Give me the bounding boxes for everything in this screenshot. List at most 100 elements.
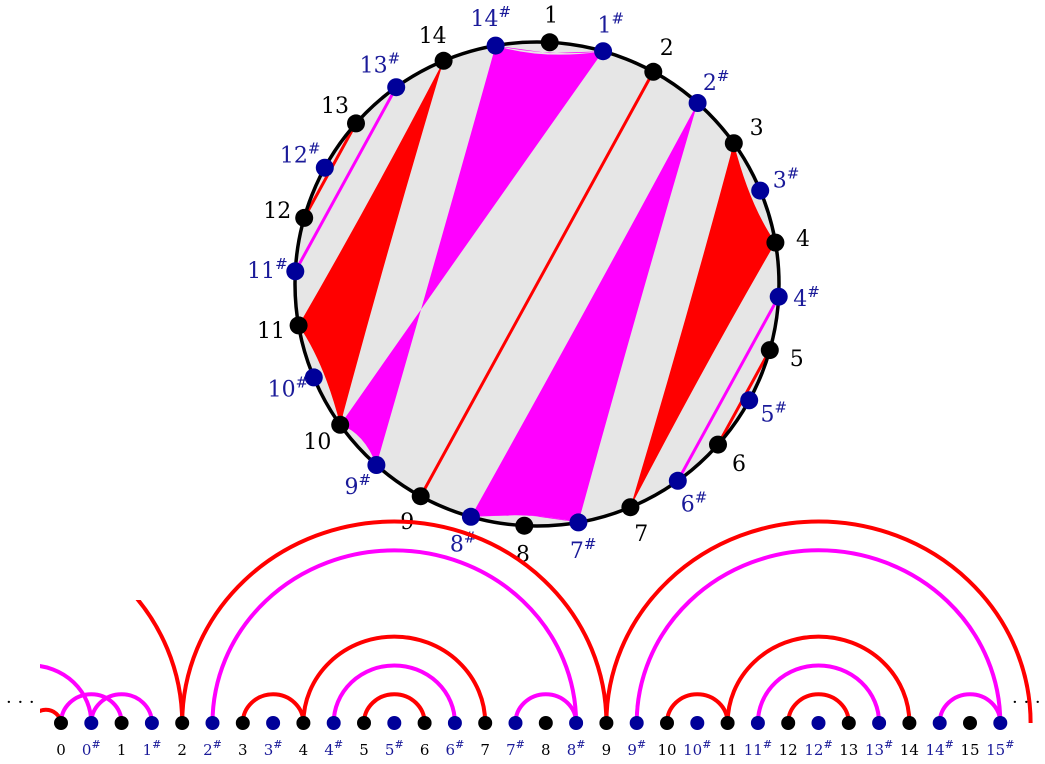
red-curve-1	[730, 142, 776, 244]
line-label-sup: #	[1005, 738, 1014, 751]
line-label-sup: #	[823, 738, 832, 751]
circle-label-sup: #	[612, 9, 625, 27]
circle-label-sup: #	[717, 67, 730, 85]
line-label-8: 4	[299, 741, 309, 759]
circle-label-3: 3	[750, 116, 764, 141]
circle-label-7: 7	[634, 522, 648, 547]
line-arc-9	[604, 519, 1033, 724]
circle-label-6: 6	[732, 452, 746, 477]
line-label-30: 15	[960, 741, 979, 759]
line-label-2: 1	[117, 741, 127, 759]
circle-node-5	[760, 341, 779, 360]
circle-node-8	[515, 516, 534, 535]
line-node-12	[417, 716, 432, 730]
circle-label-sup: #	[388, 49, 401, 67]
circle-node-8s	[461, 507, 480, 526]
line-node-6	[235, 716, 250, 730]
line-node-15	[508, 716, 523, 730]
circle-label-sup: #	[359, 471, 372, 489]
red-chord-0	[419, 71, 655, 497]
circle-node-11s	[286, 262, 305, 281]
circle-label-13s: 13#	[360, 49, 401, 78]
line-label-26: 13	[839, 741, 858, 759]
line-label-5: 2#	[203, 738, 222, 759]
line-label-14: 7	[480, 741, 490, 759]
circle-label-4s: 4#	[793, 283, 820, 312]
line-arcs	[40, 519, 1033, 724]
line-arc-7	[362, 692, 427, 724]
line-label-13: 6#	[446, 738, 465, 759]
line-label-sup: #	[702, 738, 711, 751]
circle-label-sup: #	[499, 3, 512, 21]
line-node-31	[993, 716, 1008, 730]
line-label-12: 6	[420, 741, 430, 759]
line-label-sup: #	[884, 738, 893, 751]
circle-diagram: 1 1#22#33#44#55#66#77#88#99#1010#1111#121…	[247, 3, 820, 568]
circle-nodes	[286, 33, 788, 535]
circle-outline	[293, 40, 781, 528]
line-arc-5	[301, 634, 488, 724]
circle-node-10	[331, 415, 350, 434]
line-label-15: 7#	[506, 738, 525, 759]
circle-node-12s	[315, 158, 334, 177]
line-label-29: 14#	[926, 738, 954, 759]
circle-node-3	[724, 134, 743, 153]
circle-node-3s	[751, 181, 770, 200]
line-node-16	[538, 716, 553, 730]
circle-node-4	[766, 233, 785, 252]
line-diagram: 0 0# 1 1# 2 2# 3 3# 4 4# 5 5# 6 6# 7 7# 8 8# 9 9# 10 10# 11 11#…	[6, 519, 1041, 759]
line-node-23	[750, 716, 765, 730]
red-region-0	[298, 60, 444, 425]
circle-node-6s	[668, 471, 687, 490]
red-curve-0	[298, 324, 344, 426]
circle-node-10s	[304, 368, 323, 387]
line-arc-10	[634, 548, 1003, 724]
line-label-3: 1#	[143, 738, 162, 759]
line-node-7	[266, 716, 281, 730]
circle-node-5s	[740, 391, 759, 410]
line-arc-2	[180, 519, 609, 724]
circle-labels: 1 1#22#33#44#55#66#77#88#99#1010#1111#121…	[247, 3, 820, 568]
circle-label-sup: #	[308, 139, 321, 157]
circle-node-2s	[688, 94, 707, 112]
line-node-26	[841, 716, 856, 730]
line-node-4	[175, 716, 190, 730]
line-arc-1	[89, 692, 154, 724]
circle-label-5: 5	[790, 347, 804, 372]
line-label-18: 9	[602, 741, 612, 759]
line-label-24: 12	[779, 741, 798, 759]
circle-label-sup: #	[807, 283, 820, 301]
line-node-8	[296, 716, 311, 730]
line-label-sup: #	[637, 738, 646, 751]
line-label-28: 14	[900, 741, 919, 759]
line-label-sup: #	[576, 738, 585, 751]
line-label-17: 8#	[567, 738, 586, 759]
line-node-19	[629, 716, 644, 730]
circle-label-10s: 10#	[268, 373, 309, 402]
line-arc-0	[59, 692, 124, 724]
circle-label-4: 4	[796, 227, 810, 252]
circle-label-2s: 2#	[703, 67, 730, 96]
line-label-sup: #	[763, 738, 772, 751]
line-node-0	[54, 716, 68, 730]
circle-node-2	[644, 62, 663, 81]
line-label-sup: #	[945, 738, 954, 751]
red-region-1	[630, 143, 776, 508]
line-partial-arc-1	[40, 664, 94, 724]
circle-node-9	[411, 487, 430, 506]
magenta-region-0	[340, 45, 604, 465]
circle-label-2: 2	[660, 36, 674, 61]
circle-node-14	[434, 51, 453, 70]
circle-label-10: 10	[303, 430, 331, 455]
circle-node-13s	[387, 78, 406, 97]
line-label-0: 0	[56, 741, 66, 759]
line-node-25	[811, 716, 826, 730]
line-node-18	[599, 716, 614, 730]
line-label-16: 8	[541, 741, 551, 759]
line-node-9	[326, 716, 341, 730]
circle-label-3s: 3#	[773, 165, 800, 194]
magenta-chord-0	[294, 86, 398, 273]
line-node-21	[690, 716, 705, 730]
line-arc-15	[937, 692, 1003, 724]
circle-label-7s: 7#	[570, 535, 597, 564]
